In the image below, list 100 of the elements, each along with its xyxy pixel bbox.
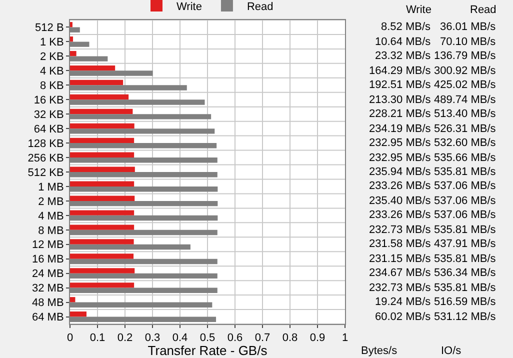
y-tick-label: 1 MB — [38, 181, 64, 194]
text: 235.40 MB/s — [369, 195, 432, 207]
text: 516.59 MB/s — [434, 296, 496, 308]
text: 235.94 MB/s — [369, 166, 432, 178]
y-tick-label: 1 KB — [40, 36, 64, 49]
bar — [70, 254, 134, 259]
bar — [70, 297, 76, 302]
text: IO/s — [441, 345, 462, 357]
bar — [70, 138, 134, 144]
y-tick-label: 128 KB — [28, 138, 64, 150]
y-tick-label: 24 MB — [32, 268, 64, 280]
x-tick-label: 0.3 — [144, 332, 160, 344]
bar — [70, 239, 134, 244]
x-tick-label: 1 — [342, 332, 348, 344]
y-tick-label: 32 KB — [34, 108, 64, 121]
text: 233.26 MB/s — [369, 209, 432, 221]
x-tick-label: 0.8 — [282, 332, 298, 344]
text: 232.73 MB/s — [369, 224, 432, 236]
text: 60.02 MB/s — [375, 311, 432, 323]
text: 535.81 MB/s — [434, 282, 496, 294]
bar — [70, 94, 129, 100]
text: 232.95 MB/s — [369, 152, 432, 164]
y-tick-label: 12 MB — [32, 239, 64, 252]
y-tick-label: 4 KB — [40, 66, 64, 78]
bar — [70, 50, 76, 56]
bar — [70, 123, 134, 129]
bar — [70, 80, 124, 86]
text: 70.10 MB/s — [440, 36, 496, 48]
bar — [70, 282, 134, 288]
bar — [70, 152, 134, 158]
bar — [70, 65, 116, 71]
text: 537.06 MB/s — [434, 180, 496, 192]
text: 531.12 MB/s — [434, 311, 496, 323]
text: 425.02 MB/s — [434, 79, 496, 91]
text: 36.01 MB/s — [440, 21, 496, 33]
text: 526.31 MB/s — [434, 123, 496, 135]
x-tick-label: 0.5 — [200, 332, 216, 344]
x-tick-label: 0.7 — [254, 332, 270, 344]
text: 535.81 MB/s — [434, 253, 496, 265]
bar — [70, 36, 74, 42]
x-tick-label: 0.4 — [172, 332, 188, 344]
text: 233.26 MB/s — [369, 180, 432, 192]
bar — [70, 210, 134, 216]
text: 19.24 MB/s — [375, 296, 432, 308]
text: 489.74 MB/s — [434, 94, 496, 106]
bar — [70, 268, 135, 274]
bar — [70, 312, 86, 317]
y-tick-label: 4 MB — [38, 210, 64, 222]
text: 300.92 MB/s — [434, 65, 496, 77]
y-tick-label: 48 MB — [32, 297, 64, 310]
y-tick-label: 64 KB — [34, 123, 64, 136]
text: 23.32 MB/s — [375, 50, 432, 62]
legend-label: Write — [176, 0, 202, 13]
text: 234.19 MB/s — [369, 123, 432, 135]
y-tick-label: 64 MB — [32, 312, 64, 324]
bar — [70, 224, 134, 230]
text: 537.06 MB/s — [434, 195, 496, 207]
text: 228.21 MB/s — [369, 108, 432, 120]
bar — [70, 108, 133, 114]
y-tick-label: 512 KB — [28, 166, 64, 179]
text: 535.81 MB/s — [434, 166, 496, 178]
text: 192.51 MB/s — [369, 79, 432, 91]
text: 513.40 MB/s — [434, 108, 496, 120]
y-tick-label: 256 KB — [28, 152, 64, 164]
x-axis-title: Transfer Rate - GB/s — [148, 343, 268, 358]
bar — [70, 196, 135, 201]
text: Bytes/s — [361, 345, 398, 357]
text: Read — [470, 4, 496, 16]
y-tick-label: 32 MB — [32, 282, 64, 295]
y-tick-label: 2 KB — [40, 51, 64, 64]
text: 213.30 MB/s — [369, 94, 432, 106]
text: 234.67 MB/s — [369, 267, 432, 279]
text: 164.29 MB/s — [369, 65, 432, 77]
text: 10.64 MB/s — [375, 36, 432, 48]
text: 536.34 MB/s — [434, 267, 496, 279]
text: 537.06 MB/s — [434, 209, 496, 221]
y-tick-label: 16 MB — [32, 254, 64, 266]
text: 231.15 MB/s — [369, 253, 432, 265]
legend-label: Read — [246, 0, 274, 13]
text: 232.95 MB/s — [369, 137, 432, 149]
text: Write — [406, 4, 432, 16]
text: 535.66 MB/s — [434, 152, 496, 164]
y-tick-label: 16 KB — [34, 94, 64, 106]
text: 535.81 MB/s — [434, 224, 496, 236]
y-tick-label: 2 MB — [38, 196, 64, 208]
y-tick-label: 8 MB — [38, 224, 64, 237]
text: 231.58 MB/s — [369, 238, 432, 250]
y-tick-label: 8 KB — [40, 80, 64, 92]
bar — [70, 166, 135, 172]
x-tick-label: 0.6 — [227, 332, 243, 344]
x-tick-label: 0 — [66, 332, 74, 344]
x-tick-label: 0.1 — [90, 332, 106, 344]
text: 8.52 MB/s — [381, 21, 432, 33]
text: 532.60 MB/s — [434, 137, 496, 149]
y-tick-label: 512 B — [35, 22, 64, 34]
text: 437.91 MB/s — [434, 238, 496, 250]
text: 136.79 MB/s — [434, 50, 496, 62]
x-tick-label: 0.2 — [117, 332, 133, 344]
text: 232.73 MB/s — [369, 282, 432, 294]
bar — [70, 181, 134, 186]
